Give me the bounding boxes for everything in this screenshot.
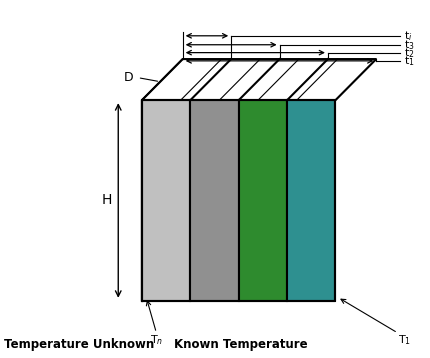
Bar bbox=[287, 100, 335, 301]
Polygon shape bbox=[142, 59, 376, 100]
Bar bbox=[142, 100, 190, 301]
Text: Temperature Unknown: Temperature Unknown bbox=[4, 338, 154, 351]
Polygon shape bbox=[142, 59, 183, 301]
Text: H: H bbox=[101, 193, 112, 208]
Text: t$_i$: t$_i$ bbox=[404, 29, 413, 43]
Text: D: D bbox=[124, 71, 133, 84]
Text: T$_1$: T$_1$ bbox=[398, 333, 411, 347]
Text: t$_2$: t$_2$ bbox=[404, 46, 415, 59]
Text: Known Temperature: Known Temperature bbox=[174, 338, 307, 351]
Text: t$_1$: t$_1$ bbox=[404, 54, 415, 68]
Text: t$_3$: t$_3$ bbox=[404, 38, 415, 52]
Bar bbox=[190, 100, 239, 301]
Bar bbox=[239, 100, 287, 301]
Text: T$_n$: T$_n$ bbox=[150, 333, 163, 347]
